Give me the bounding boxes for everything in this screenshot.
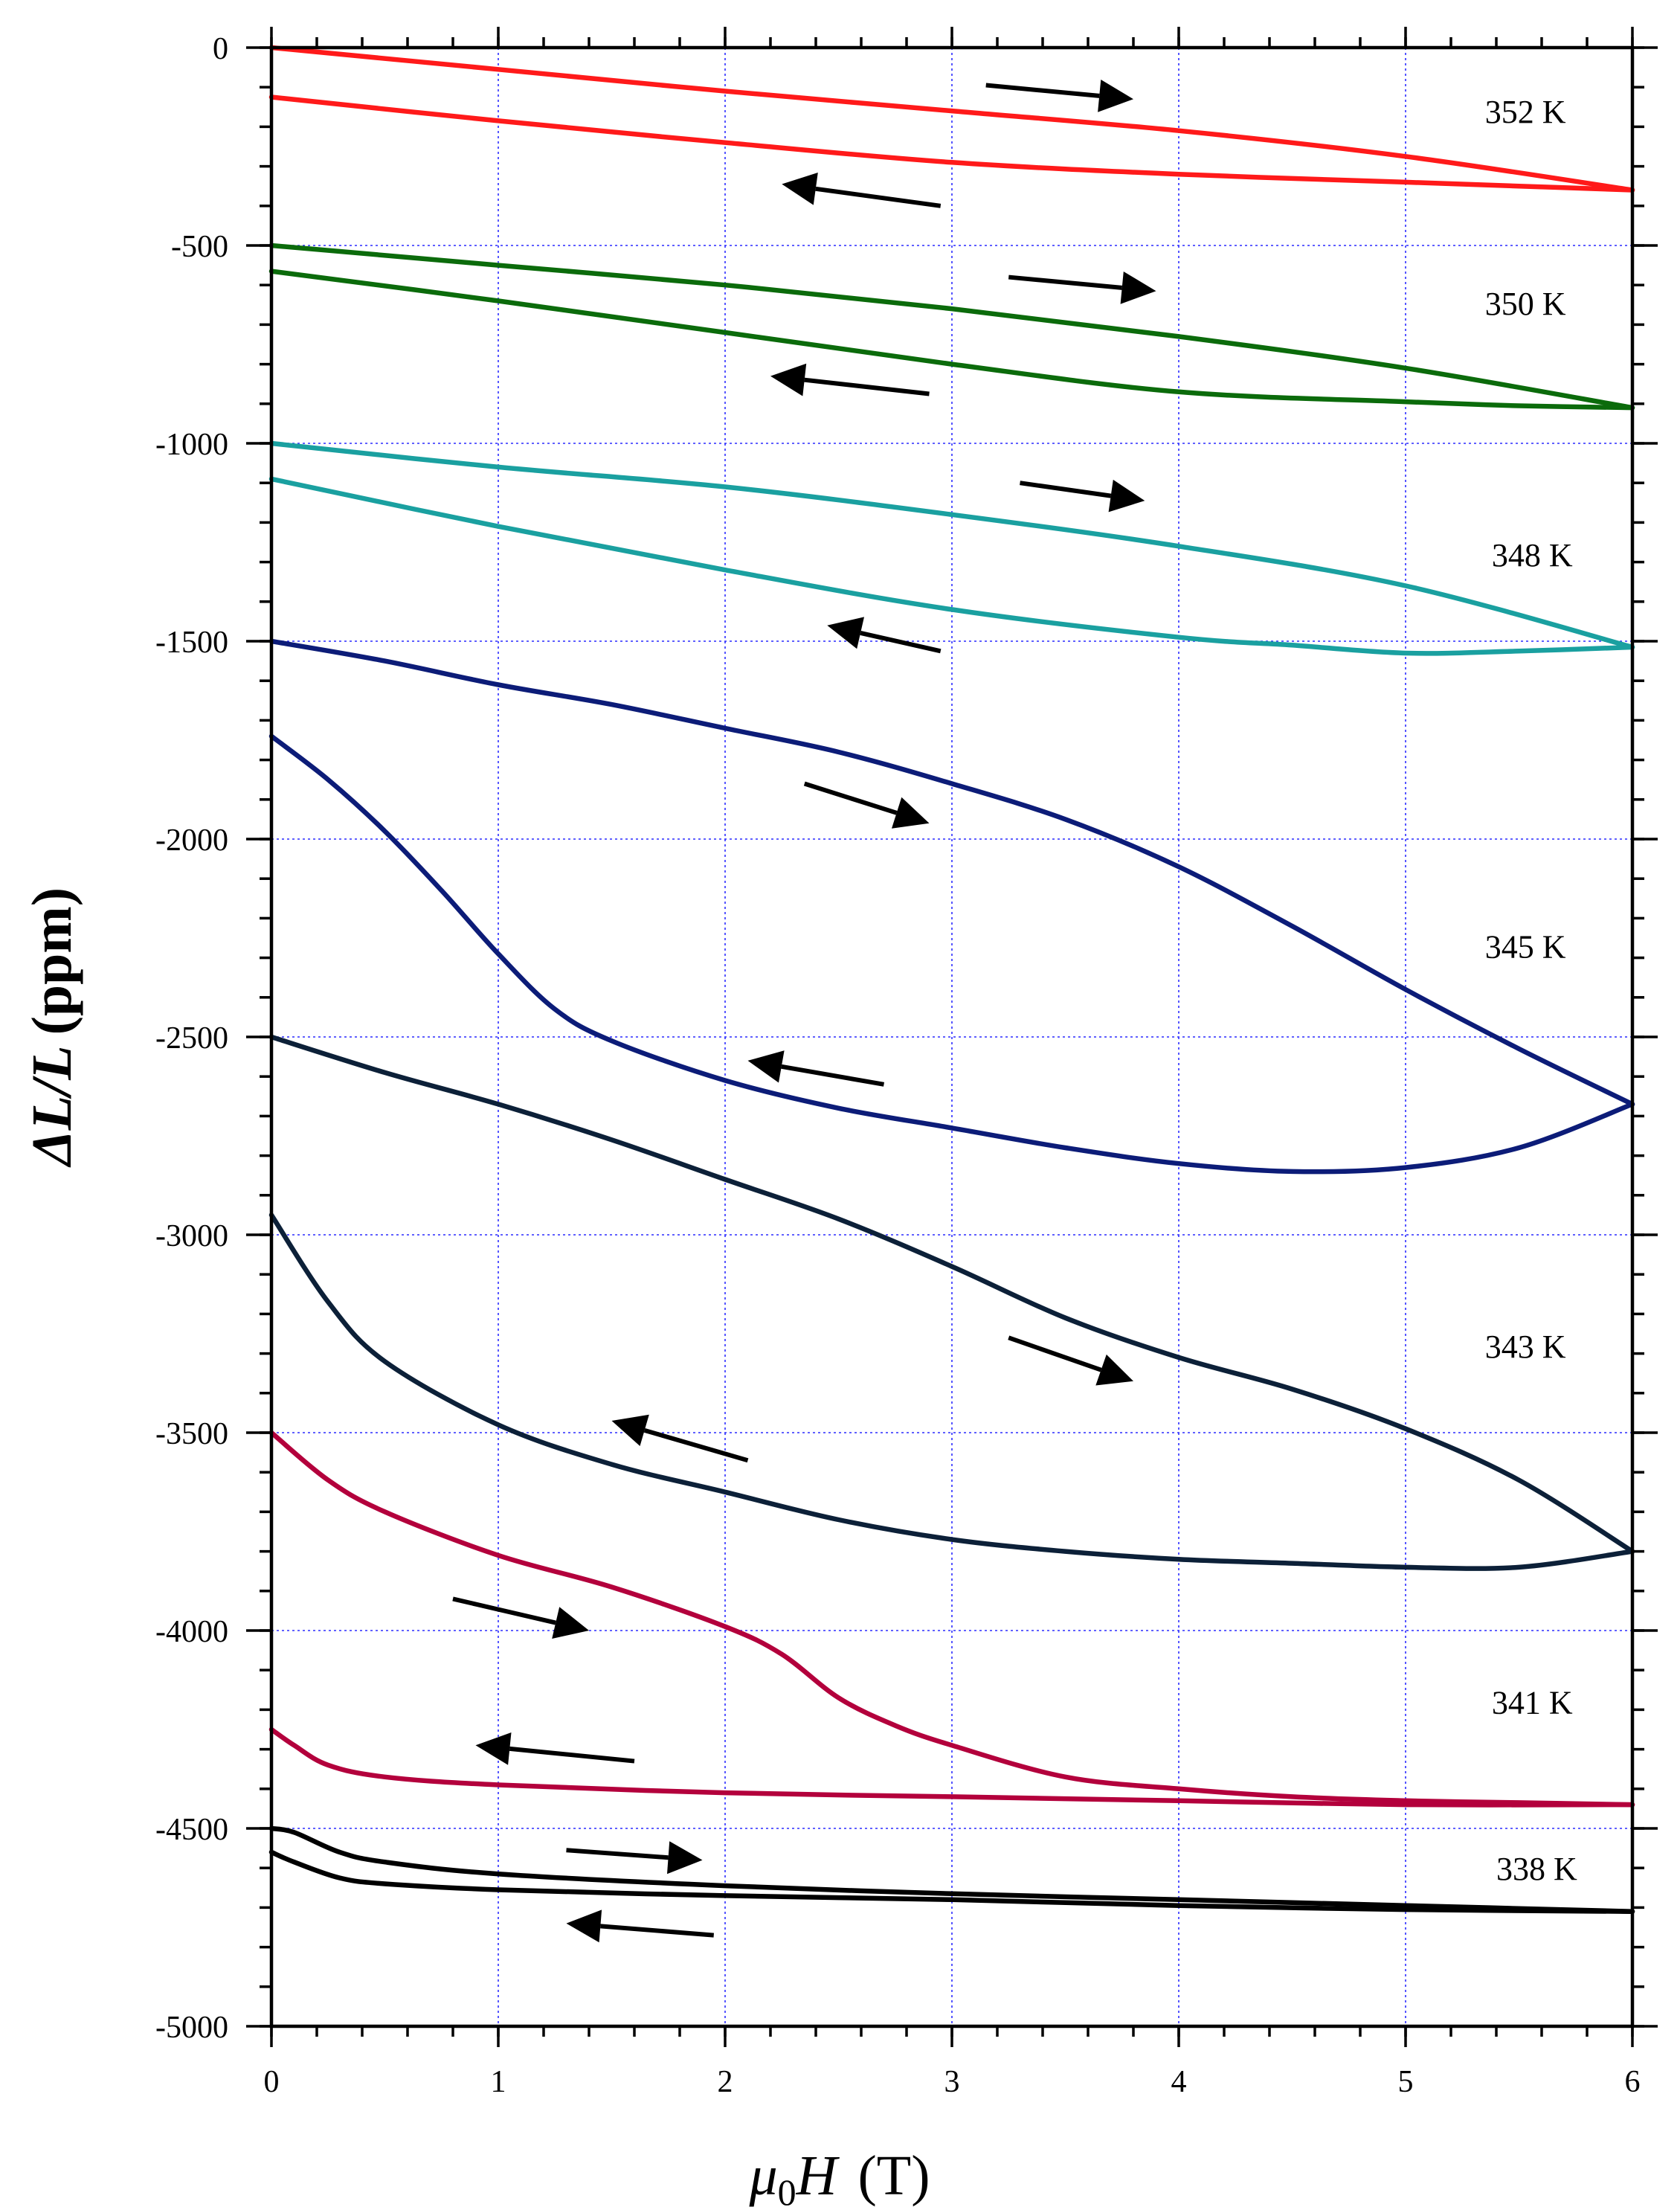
x-tick-label: 2 [718, 2065, 733, 2099]
arrow-352k-field-down [782, 173, 942, 208]
arrow-head [770, 363, 807, 396]
series-338k-decreasing [268, 1849, 1635, 1914]
y-axis-title: ΔL/L (ppm) [21, 887, 83, 1168]
x-axis-subscript: 0 [778, 2171, 796, 2210]
arrow-341k-field-down [475, 1732, 635, 1765]
x-tick-label: 1 [491, 2065, 506, 2099]
y-tick-label: -5000 [155, 2011, 228, 2045]
arrow-shaft [815, 186, 942, 208]
series-343k-increasing [268, 1034, 1635, 1554]
x-axis-title: μ0H (T) [748, 2145, 930, 2210]
series-layer [268, 45, 1635, 1914]
y-tick-label: -4500 [155, 1813, 228, 1847]
arrow-shaft [1008, 274, 1122, 290]
arrow-shaft [643, 1428, 749, 1463]
series-341k-increasing [268, 1430, 1635, 1808]
arrow-head [667, 1841, 703, 1875]
y-tick-label: -1500 [155, 626, 228, 660]
direction-arrows [452, 80, 1156, 1943]
y-tick-label: -3500 [155, 1417, 228, 1451]
temperature-label-352k: 352 K [1485, 94, 1566, 130]
y-axis-var: L/L [21, 1045, 83, 1131]
arrow-345k-field-up [803, 781, 930, 829]
series-341k-decreasing [268, 1726, 1635, 1808]
arrow-head [1108, 479, 1145, 513]
tick-labels: 0 1 2 3 4 5 6 0 -500 -1000 -1500 -2000 -2500 -3000 -35… [155, 32, 1641, 2099]
arrow-352k-field-up [985, 80, 1133, 112]
arrow-343k-field-down [611, 1414, 749, 1463]
arrow-head [1095, 1354, 1133, 1386]
arrow-shaft [804, 377, 930, 396]
y-tick-label: -500 [171, 230, 228, 264]
x-axis-var: H [796, 2145, 840, 2207]
x-tick-label: 4 [1171, 2065, 1187, 2099]
temperature-label-348k: 348 K [1492, 537, 1573, 574]
arrow-head [747, 1050, 785, 1083]
series-352k-decreasing [268, 94, 1635, 193]
y-axis-delta: Δ [21, 1130, 83, 1168]
series-350k-decreasing [268, 269, 1635, 411]
y-tick-label: -1000 [155, 428, 228, 462]
arrow-head [892, 797, 930, 829]
y-tick-label: -3000 [155, 1219, 228, 1253]
arrow-head [827, 617, 864, 649]
y-tick-label: -4000 [155, 1615, 228, 1649]
temperature-label-343k: 343 K [1485, 1329, 1566, 1365]
x-axis-symbol: μ [748, 2145, 777, 2207]
temperature-labels: 352 K 350 K 348 K 345 K 343 K 341 K 338 K [1485, 94, 1577, 1887]
arrow-341k-field-up [452, 1596, 589, 1639]
series-352k-increasing [268, 45, 1635, 193]
arrow-head [475, 1732, 512, 1765]
series-348k-increasing [268, 440, 1635, 650]
arrow-shaft [1020, 481, 1112, 498]
y-tick-label: -2500 [155, 1021, 228, 1056]
series-350k-increasing [268, 242, 1635, 411]
arrow-shaft [509, 1746, 635, 1764]
arrow-head [782, 173, 818, 205]
temperature-label-338k: 338 K [1496, 1851, 1577, 1887]
arrow-shaft [452, 1596, 556, 1625]
arrow-shaft [566, 1848, 669, 1860]
y-tick-label: 0 [213, 32, 228, 66]
series-345k-decreasing [268, 733, 1635, 1175]
temperature-label-345k: 345 K [1485, 929, 1566, 966]
arrow-head [1098, 80, 1133, 112]
arrow-head [566, 1909, 602, 1943]
x-axis-unit: (T) [858, 2145, 930, 2207]
arrow-shaft [860, 630, 942, 654]
series-343k-decreasing [268, 1212, 1635, 1571]
grid-lines [271, 48, 1632, 2026]
arrow-343k-field-up [1008, 1335, 1133, 1386]
arrow-shaft [600, 1924, 714, 1938]
arrow-348k-field-up [1020, 479, 1145, 513]
arrow-shaft [985, 83, 1100, 98]
arrow-head [1120, 272, 1156, 304]
series-348k-decreasing [268, 476, 1635, 656]
series-345k-increasing [268, 638, 1635, 1107]
arrow-head [552, 1607, 589, 1639]
y-axis-unit: (ppm) [21, 887, 83, 1035]
x-tick-label: 6 [1625, 2065, 1641, 2099]
arrow-shaft [1008, 1335, 1102, 1372]
temperature-label-341k: 341 K [1492, 1685, 1573, 1721]
arrow-350k-field-up [1008, 272, 1156, 304]
arrow-shaft [781, 1064, 885, 1087]
arrow-338k-field-down [566, 1909, 714, 1943]
arrow-350k-field-down [770, 363, 930, 396]
series-338k-increasing [268, 1825, 1635, 1914]
arrow-348k-field-down [827, 617, 942, 654]
arrow-345k-field-down [747, 1050, 885, 1087]
x-tick-label: 3 [944, 2065, 960, 2099]
arrow-head [611, 1414, 649, 1446]
axis-ticks [246, 27, 1658, 2047]
temperature-label-350k: 350 K [1485, 286, 1566, 322]
y-tick-label: -2000 [155, 823, 228, 858]
x-tick-label: 5 [1398, 2065, 1414, 2099]
arrow-shaft [803, 781, 898, 815]
x-tick-label: 0 [264, 2065, 280, 2099]
arrow-338k-field-up [566, 1841, 703, 1875]
